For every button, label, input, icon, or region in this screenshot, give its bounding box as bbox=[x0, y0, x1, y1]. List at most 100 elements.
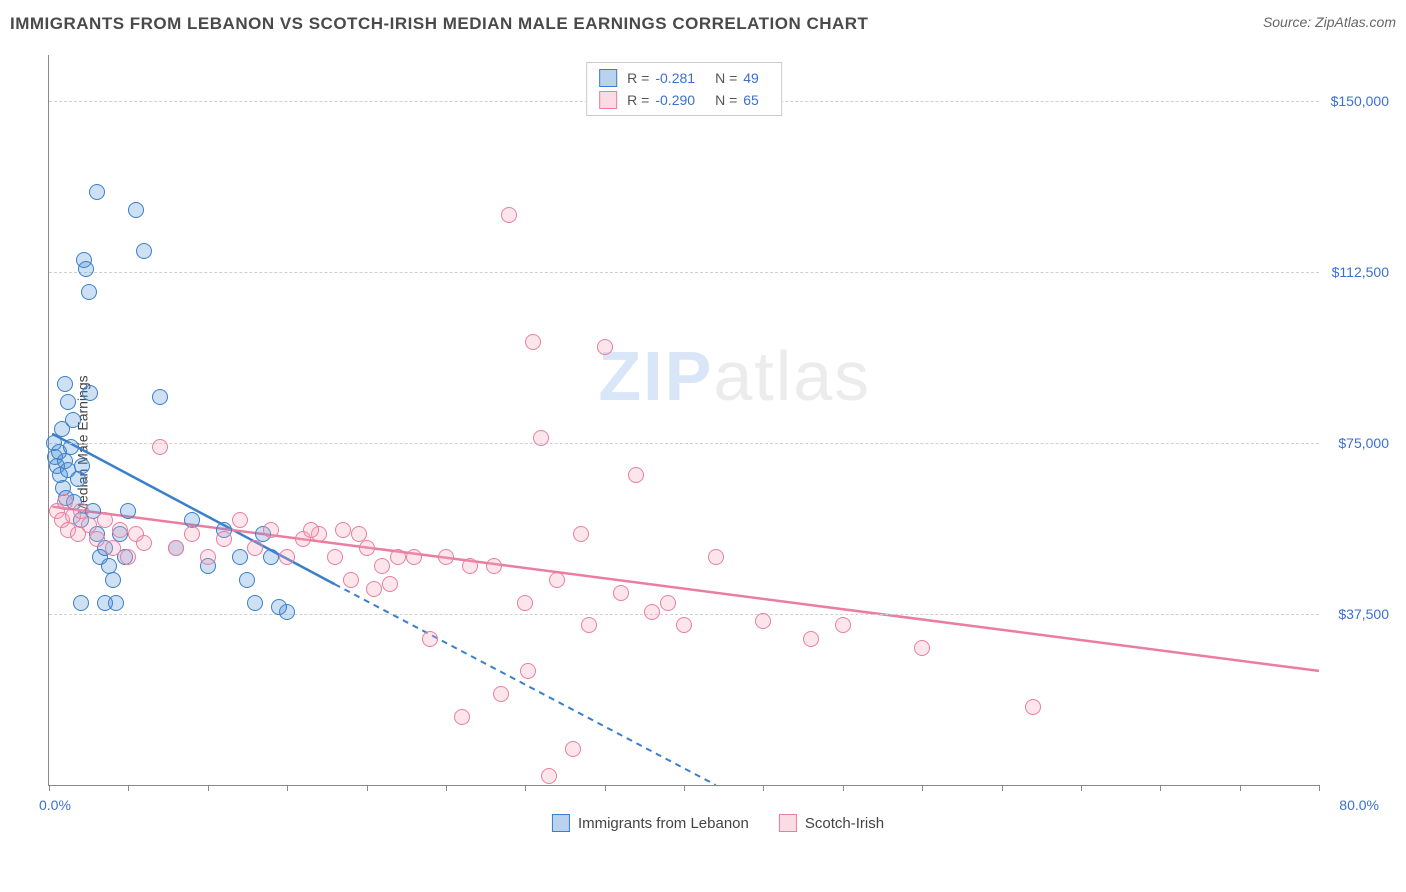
y-tick-label: $75,000 bbox=[1319, 435, 1389, 451]
scatter-point-series-2 bbox=[1025, 699, 1041, 715]
scatter-point-series-1 bbox=[105, 572, 121, 588]
stats-row-series-2: R = -0.290 N = 65 bbox=[599, 89, 769, 111]
source-attribution: Source: ZipAtlas.com bbox=[1263, 14, 1396, 30]
scatter-point-series-2 bbox=[374, 558, 390, 574]
watermark: ZIPatlas bbox=[598, 336, 871, 416]
scatter-point-series-2 bbox=[573, 526, 589, 542]
scatter-point-series-1 bbox=[78, 261, 94, 277]
legend-item-1: Immigrants from Lebanon bbox=[552, 814, 749, 832]
scatter-point-series-2 bbox=[660, 595, 676, 611]
scatter-point-series-2 bbox=[216, 531, 232, 547]
scatter-point-series-1 bbox=[120, 503, 136, 519]
x-axis-tick bbox=[684, 785, 685, 791]
legend-label-2: Scotch-Irish bbox=[805, 815, 884, 832]
scatter-point-series-1 bbox=[89, 184, 105, 200]
stat-r-label: R = bbox=[627, 92, 649, 108]
scatter-point-series-2 bbox=[803, 631, 819, 647]
x-axis-tick bbox=[605, 785, 606, 791]
scatter-point-series-2 bbox=[835, 617, 851, 633]
scatter-point-series-2 bbox=[493, 686, 509, 702]
scatter-point-series-2 bbox=[136, 535, 152, 551]
y-tick-label: $112,500 bbox=[1319, 264, 1389, 280]
scatter-point-series-2 bbox=[327, 549, 343, 565]
scatter-point-series-1 bbox=[128, 202, 144, 218]
x-axis-tick bbox=[367, 785, 368, 791]
chart-container: Median Male Earnings ZIPatlas R = -0.281… bbox=[48, 50, 1388, 840]
scatter-point-series-1 bbox=[82, 385, 98, 401]
scatter-point-series-2 bbox=[581, 617, 597, 633]
scatter-point-series-2 bbox=[628, 467, 644, 483]
scatter-point-series-2 bbox=[613, 585, 629, 601]
plot-area: ZIPatlas R = -0.281 N = 49 R = -0.290 N … bbox=[48, 55, 1319, 786]
x-axis-tick bbox=[525, 785, 526, 791]
scatter-point-series-2 bbox=[520, 663, 536, 679]
scatter-point-series-2 bbox=[525, 334, 541, 350]
scatter-point-series-1 bbox=[232, 549, 248, 565]
trend-lines-svg bbox=[49, 55, 1319, 785]
scatter-point-series-2 bbox=[438, 549, 454, 565]
x-axis-tick bbox=[1002, 785, 1003, 791]
stat-r-label: R = bbox=[627, 70, 649, 86]
stat-r-value-1: -0.281 bbox=[655, 70, 695, 86]
watermark-zip: ZIP bbox=[598, 337, 713, 415]
scatter-point-series-2 bbox=[390, 549, 406, 565]
x-axis-tick bbox=[1160, 785, 1161, 791]
scatter-point-series-2 bbox=[406, 549, 422, 565]
legend-swatch-1 bbox=[552, 814, 570, 832]
scatter-point-series-2 bbox=[755, 613, 771, 629]
scatter-point-series-2 bbox=[247, 540, 263, 556]
scatter-point-series-2 bbox=[454, 709, 470, 725]
scatter-point-series-1 bbox=[97, 595, 113, 611]
x-axis-min-label: 0.0% bbox=[39, 797, 71, 813]
scatter-point-series-2 bbox=[914, 640, 930, 656]
scatter-point-series-1 bbox=[57, 376, 73, 392]
scatter-point-series-2 bbox=[422, 631, 438, 647]
x-axis-tick bbox=[49, 785, 50, 791]
scatter-point-series-1 bbox=[271, 599, 287, 615]
scatter-point-series-2 bbox=[279, 549, 295, 565]
swatch-series-2 bbox=[599, 91, 617, 109]
scatter-point-series-2 bbox=[112, 522, 128, 538]
watermark-atlas: atlas bbox=[713, 337, 871, 415]
scatter-point-series-2 bbox=[184, 526, 200, 542]
x-axis-tick bbox=[1081, 785, 1082, 791]
scatter-point-series-2 bbox=[152, 439, 168, 455]
scatter-point-series-2 bbox=[97, 512, 113, 528]
scatter-point-series-2 bbox=[533, 430, 549, 446]
scatter-point-series-2 bbox=[343, 572, 359, 588]
scatter-point-series-2 bbox=[232, 512, 248, 528]
scatter-point-series-2 bbox=[335, 522, 351, 538]
scatter-point-series-2 bbox=[89, 531, 105, 547]
x-axis-tick bbox=[922, 785, 923, 791]
scatter-point-series-1 bbox=[247, 595, 263, 611]
x-axis-tick bbox=[843, 785, 844, 791]
x-axis-tick bbox=[1240, 785, 1241, 791]
scatter-point-series-2 bbox=[676, 617, 692, 633]
source-prefix: Source: bbox=[1263, 14, 1315, 30]
legend-swatch-2 bbox=[779, 814, 797, 832]
scatter-point-series-2 bbox=[105, 540, 121, 556]
legend-item-2: Scotch-Irish bbox=[779, 814, 884, 832]
swatch-series-1 bbox=[599, 69, 617, 87]
scatter-point-series-2 bbox=[486, 558, 502, 574]
scatter-point-series-2 bbox=[303, 522, 319, 538]
scatter-point-series-1 bbox=[136, 243, 152, 259]
scatter-point-series-2 bbox=[541, 768, 557, 784]
gridline-horizontal bbox=[49, 272, 1319, 273]
scatter-point-series-2 bbox=[168, 540, 184, 556]
scatter-point-series-1 bbox=[74, 458, 90, 474]
x-axis-tick bbox=[287, 785, 288, 791]
stat-n-value-2: 65 bbox=[743, 92, 759, 108]
x-axis-max-label: 80.0% bbox=[1339, 797, 1379, 813]
x-axis-tick bbox=[1319, 785, 1320, 791]
scatter-point-series-2 bbox=[359, 540, 375, 556]
scatter-point-series-1 bbox=[152, 389, 168, 405]
x-axis-tick bbox=[763, 785, 764, 791]
scatter-point-series-1 bbox=[81, 284, 97, 300]
y-tick-label: $150,000 bbox=[1319, 93, 1389, 109]
stat-n-value-1: 49 bbox=[743, 70, 759, 86]
chart-title: IMMIGRANTS FROM LEBANON VS SCOTCH-IRISH … bbox=[10, 14, 868, 34]
scatter-point-series-1 bbox=[263, 549, 279, 565]
source-name: ZipAtlas.com bbox=[1315, 14, 1396, 30]
scatter-point-series-2 bbox=[263, 522, 279, 538]
